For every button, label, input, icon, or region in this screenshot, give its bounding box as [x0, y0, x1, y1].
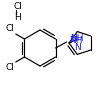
Text: Cl: Cl — [14, 2, 23, 11]
Text: H: H — [14, 12, 21, 22]
Text: N: N — [74, 43, 81, 52]
Text: NH: NH — [70, 34, 84, 43]
Text: NH: NH — [70, 36, 83, 44]
Text: Cl: Cl — [6, 23, 15, 33]
Text: Cl: Cl — [6, 64, 15, 73]
